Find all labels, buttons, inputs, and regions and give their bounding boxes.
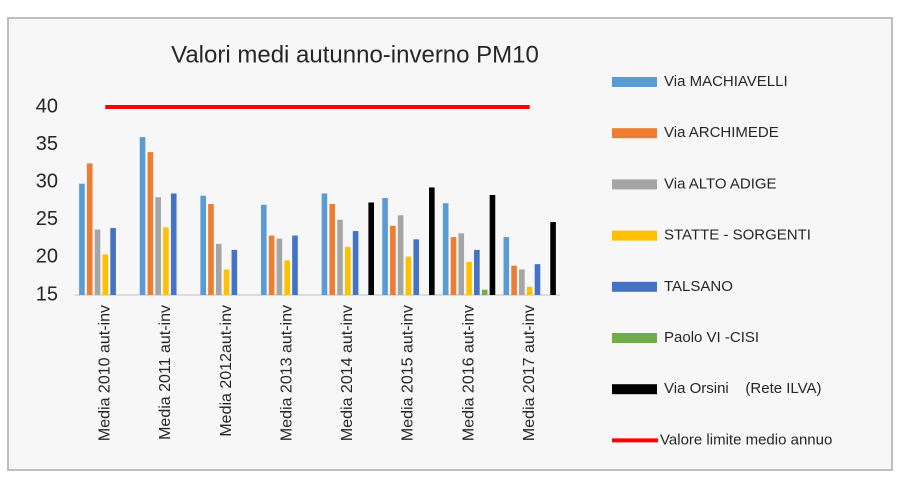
bar	[474, 249, 480, 295]
bar	[519, 269, 525, 295]
legend-label: Via ARCHIMEDE	[664, 124, 779, 141]
x-tick-label: Media 2013 aut-inv	[278, 305, 295, 441]
bar	[170, 193, 177, 295]
y-tick-label: 25	[36, 208, 58, 230]
bar	[413, 239, 420, 295]
bar	[534, 264, 541, 295]
legend-swatch	[612, 384, 657, 395]
bar	[466, 261, 472, 295]
legend-label: Paolo VI -CISI	[664, 329, 759, 346]
legend-swatch	[612, 281, 657, 292]
legend-label: Via ALTO ADIGE	[664, 175, 777, 192]
bar	[405, 256, 412, 295]
bar	[429, 187, 435, 295]
bar	[329, 204, 336, 295]
bar	[260, 204, 267, 295]
legend-label: Valore limite medio annuo	[660, 431, 832, 448]
bar	[442, 203, 449, 295]
legend-swatch	[612, 230, 657, 241]
y-tick-label: 15	[36, 283, 58, 305]
bar	[368, 202, 375, 295]
bar	[268, 235, 275, 295]
bar	[276, 238, 283, 295]
bar	[382, 197, 388, 295]
bar	[489, 194, 496, 295]
bar	[139, 137, 146, 295]
y-tick-label: 40	[36, 95, 58, 117]
bar	[450, 237, 457, 295]
x-tick-label: Media 2017 aut-inv	[521, 305, 538, 441]
bar	[215, 243, 222, 295]
y-tick-label: 35	[36, 133, 58, 155]
bar	[345, 246, 351, 295]
bar	[110, 228, 116, 295]
bar	[526, 286, 533, 295]
bar	[337, 219, 343, 295]
bar	[163, 227, 169, 295]
legend-swatch	[612, 77, 657, 87]
x-tick-label: Media 2014 aut-inv	[339, 305, 356, 441]
bar	[503, 237, 510, 295]
bar	[550, 222, 556, 295]
bar	[208, 204, 214, 295]
legend-label: TALSANO	[664, 278, 733, 295]
bar	[352, 231, 359, 295]
bar	[481, 289, 488, 295]
y-tick-label: 20	[36, 246, 58, 268]
bar	[102, 254, 109, 295]
legend-label: Via MACHIAVELLI	[664, 73, 788, 90]
legend-swatch	[612, 128, 657, 139]
bar	[458, 233, 465, 295]
bar	[390, 225, 396, 295]
bar	[231, 249, 238, 295]
legend-swatch	[612, 179, 657, 190]
bar	[155, 197, 161, 295]
x-tick-label: Media 2010 aut-inv	[97, 305, 114, 441]
legend-label: Via Orsini (Rete ILVA)	[664, 380, 822, 397]
bar	[79, 183, 85, 295]
bar	[284, 260, 290, 295]
chart-frame	[7, 17, 893, 471]
legend-swatch	[612, 333, 657, 343]
chart-title: Valori medi autunno-inverno PM10	[171, 41, 539, 68]
bar	[321, 193, 328, 295]
y-tick-label: 30	[36, 170, 58, 192]
bar	[94, 229, 101, 295]
x-tick-label: Media 2012aut-inv	[218, 305, 235, 437]
legend-label: STATTE - SORGENTI	[664, 227, 811, 244]
x-tick-label: Media 2011 aut-inv	[157, 305, 174, 440]
bar	[147, 152, 154, 295]
x-tick-label: Media 2016 aut-inv	[460, 305, 477, 441]
bar	[86, 163, 93, 295]
bar	[223, 269, 230, 295]
bar	[397, 215, 404, 295]
bar	[200, 195, 206, 295]
bar	[292, 235, 298, 295]
x-tick-label: Media 2015 aut-inv	[400, 305, 417, 441]
bar	[511, 265, 517, 295]
